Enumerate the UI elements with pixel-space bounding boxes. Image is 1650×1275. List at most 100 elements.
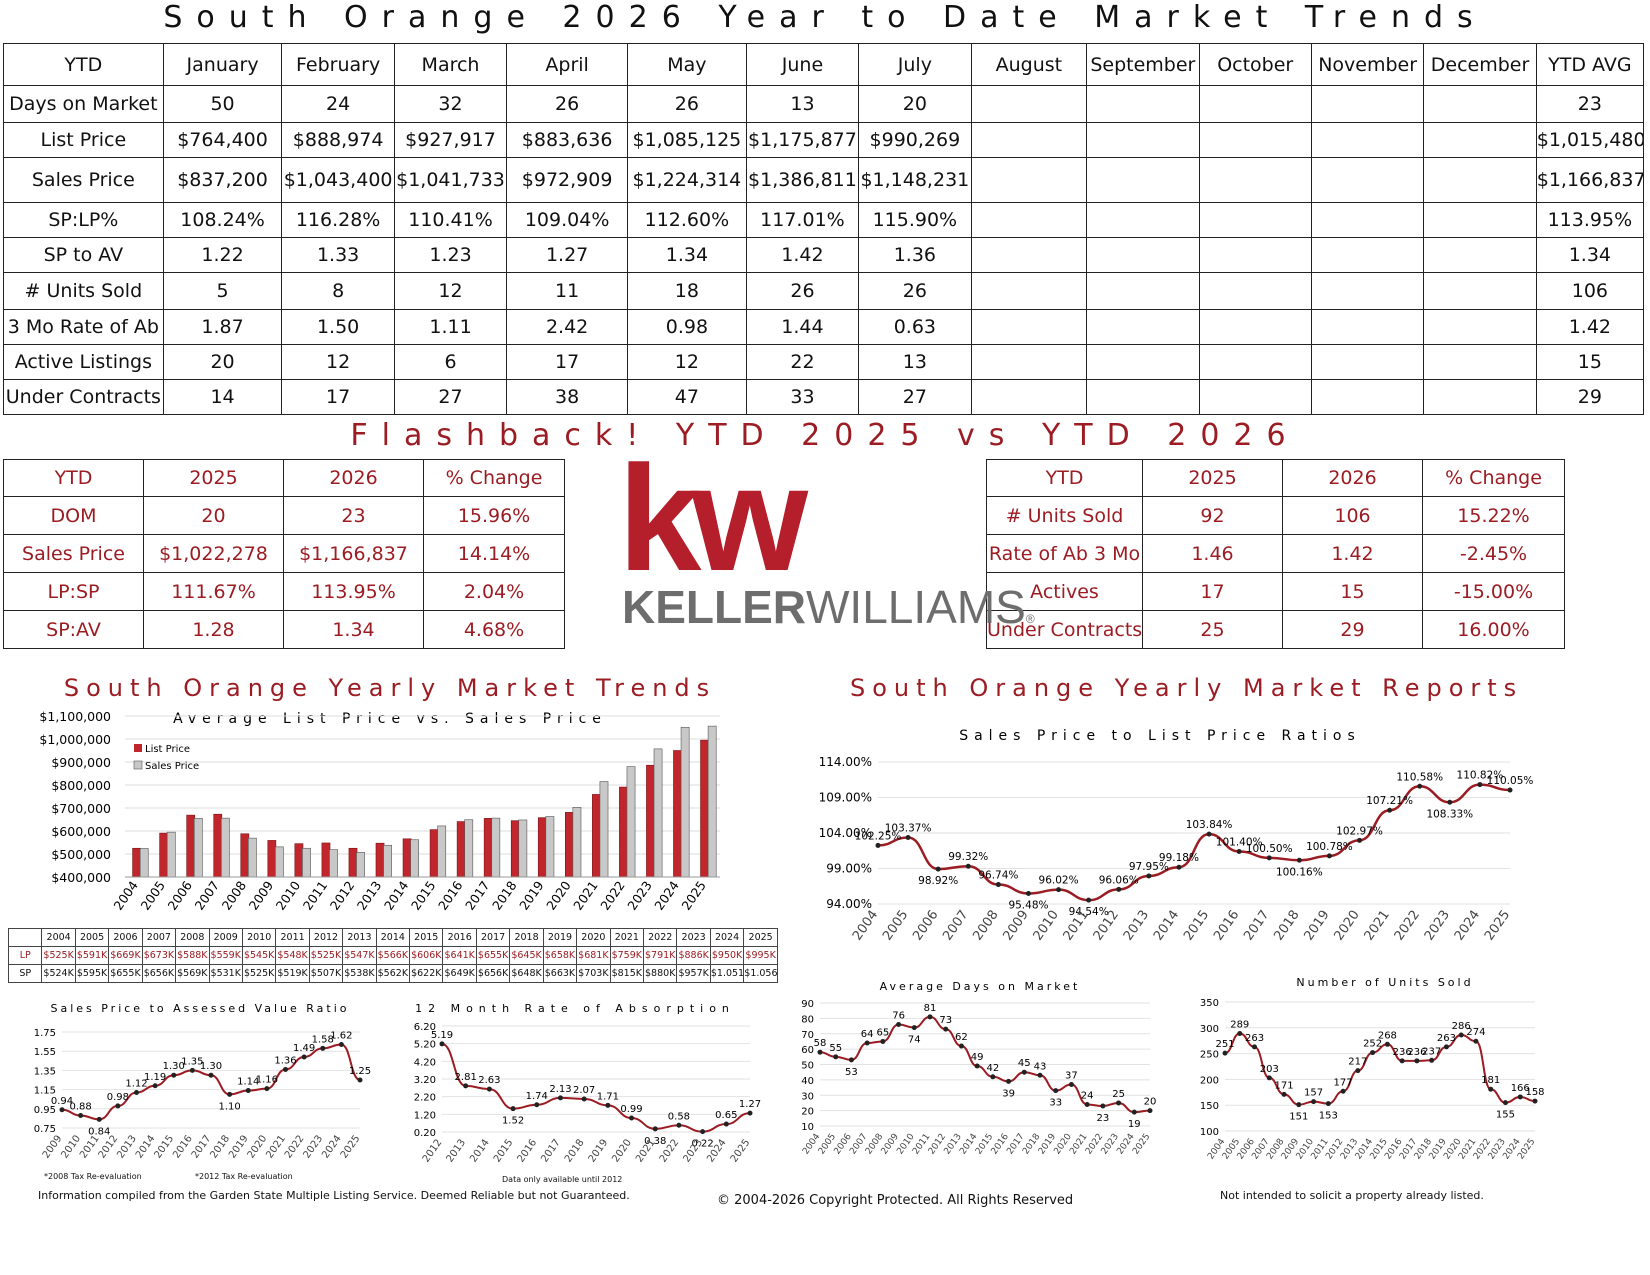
table-cell (970, 309, 1088, 345)
table-cell (1423, 237, 1537, 273)
data-point (1021, 1069, 1027, 1075)
table-cell: 15 (1282, 572, 1423, 611)
data-point (510, 1106, 516, 1112)
data-label: 263 (1437, 1033, 1456, 1044)
data-point (1086, 897, 1092, 903)
x-tick-label: 2011 (78, 1133, 102, 1160)
data-point (245, 1088, 251, 1094)
table-cell: 115.90% (858, 202, 972, 238)
data-label: 1.36 (274, 1055, 296, 1066)
y-tick-label: $500,000 (51, 847, 111, 862)
sales-price-bar (166, 831, 176, 878)
table-cell (1423, 157, 1537, 203)
price-lp-label: LP (7, 946, 43, 965)
ytd-column-header: August (970, 43, 1088, 86)
data-label: 1.71 (597, 1091, 619, 1102)
table-cell: 1.46 (1142, 534, 1283, 573)
table-cell (1086, 157, 1200, 203)
data-label: 102.97% (1336, 825, 1383, 837)
price-sp-cell: $655K (108, 964, 143, 983)
y-tick-label: $800,000 (51, 778, 111, 793)
table-cell: 26 (745, 272, 860, 310)
data-label: 110.05% (1487, 775, 1534, 787)
data-label: 100.50% (1246, 843, 1293, 855)
table-cell: 27 (393, 379, 508, 415)
y-tick-label: 2.20 (414, 1093, 436, 1104)
data-label: 100.16% (1276, 866, 1323, 878)
table-cell (1423, 344, 1537, 380)
table-cell: Sales Price (3, 157, 164, 203)
x-tick-label: 2021 (264, 1133, 288, 1160)
price-lp-cell: $548K (275, 946, 310, 965)
data-label: 103.37% (885, 822, 932, 834)
price-sp-cell: $656K (141, 964, 177, 983)
data-point (283, 1066, 288, 1072)
y-tick-label: 6.20 (414, 1022, 436, 1033)
list-price-bar (132, 847, 141, 878)
table-cell: Actives (986, 572, 1143, 611)
data-point (134, 1089, 139, 1095)
data-label: 158 (1525, 1087, 1544, 1098)
price-lp-cell: $641K (442, 946, 477, 965)
data-label: 274 (1466, 1027, 1485, 1038)
data-label: 20 (1144, 1097, 1157, 1108)
ytd-column-header: June (745, 43, 860, 86)
price-year-cell: 2012 (308, 928, 344, 947)
data-point (301, 1054, 307, 1060)
table-cell (1198, 237, 1312, 273)
table-cell: 24 (281, 85, 395, 123)
data-point (1206, 831, 1212, 837)
data-point (652, 1126, 658, 1132)
data-point (1053, 1088, 1059, 1094)
sales-price-bar (599, 781, 609, 878)
data-point (1326, 853, 1332, 859)
data-point (581, 1096, 587, 1102)
data-point (171, 1072, 177, 1078)
table-cell: $1,166,837 (1535, 157, 1645, 203)
table-cell: 1.22 (162, 237, 283, 273)
price-lp-cell: $759K (609, 946, 645, 965)
x-tick-label: 2016 (171, 1133, 195, 1160)
footer-copyright: © 2004-2026 Copyright Protected. All Rig… (717, 1193, 1074, 1208)
data-label: 55 (829, 1043, 842, 1054)
ytd-column-header: January (162, 43, 283, 86)
sales-price-bar (193, 818, 203, 878)
chart-title: Average List Price vs. Sales Price (173, 711, 607, 727)
x-tick-label: 2012 (97, 1133, 121, 1160)
data-label: 177 (1334, 1077, 1353, 1088)
table-cell: Rate of Ab 3 Mo (986, 534, 1143, 573)
table-cell: 113.95% (1535, 202, 1645, 238)
list-price-bar (375, 842, 385, 878)
price-lp-cell: $525K (308, 946, 344, 965)
price-year-cell: 2008 (175, 928, 210, 947)
x-tick-label: 2018 (208, 1133, 232, 1160)
sales-price-bar (356, 852, 365, 878)
data-label: 37 (1065, 1070, 1078, 1081)
price-year-cell: 2006 (108, 928, 143, 947)
table-row: Actives 17 15 -15.00% (986, 572, 1565, 611)
ytd-column-header: April (506, 43, 629, 86)
x-tick-label: 2008 (970, 908, 1001, 944)
table-cell: 13 (858, 344, 972, 380)
sales-price-bar (383, 844, 392, 878)
legend-label-sales: Sales Price (145, 761, 199, 772)
data-label: 65 (876, 1027, 889, 1038)
list-price-bar (619, 786, 628, 878)
ytd-table: YTD January February March April May June July A… (3, 43, 1645, 415)
x-tick-label: 2015 (1181, 908, 1212, 944)
data-point (1488, 1086, 1494, 1092)
table-cell (1198, 309, 1312, 345)
table-cell (970, 122, 1088, 158)
x-tick-label: 2014 (468, 1137, 492, 1164)
x-tick-label: 2024 (320, 1133, 344, 1160)
data-label: 2.13 (549, 1084, 571, 1095)
data-label: 1.74 (526, 1091, 548, 1102)
table-cell: -15.00% (1422, 572, 1565, 611)
x-tick-label: 2014 (1151, 908, 1182, 944)
data-label: 23 (1096, 1113, 1109, 1124)
data-label: 58 (814, 1038, 827, 1049)
data-point (1068, 1081, 1074, 1087)
table-cell: 2.04% (423, 572, 565, 611)
y-tick-label: $900,000 (51, 755, 111, 770)
y-tick-label: 0.20 (414, 1128, 436, 1139)
